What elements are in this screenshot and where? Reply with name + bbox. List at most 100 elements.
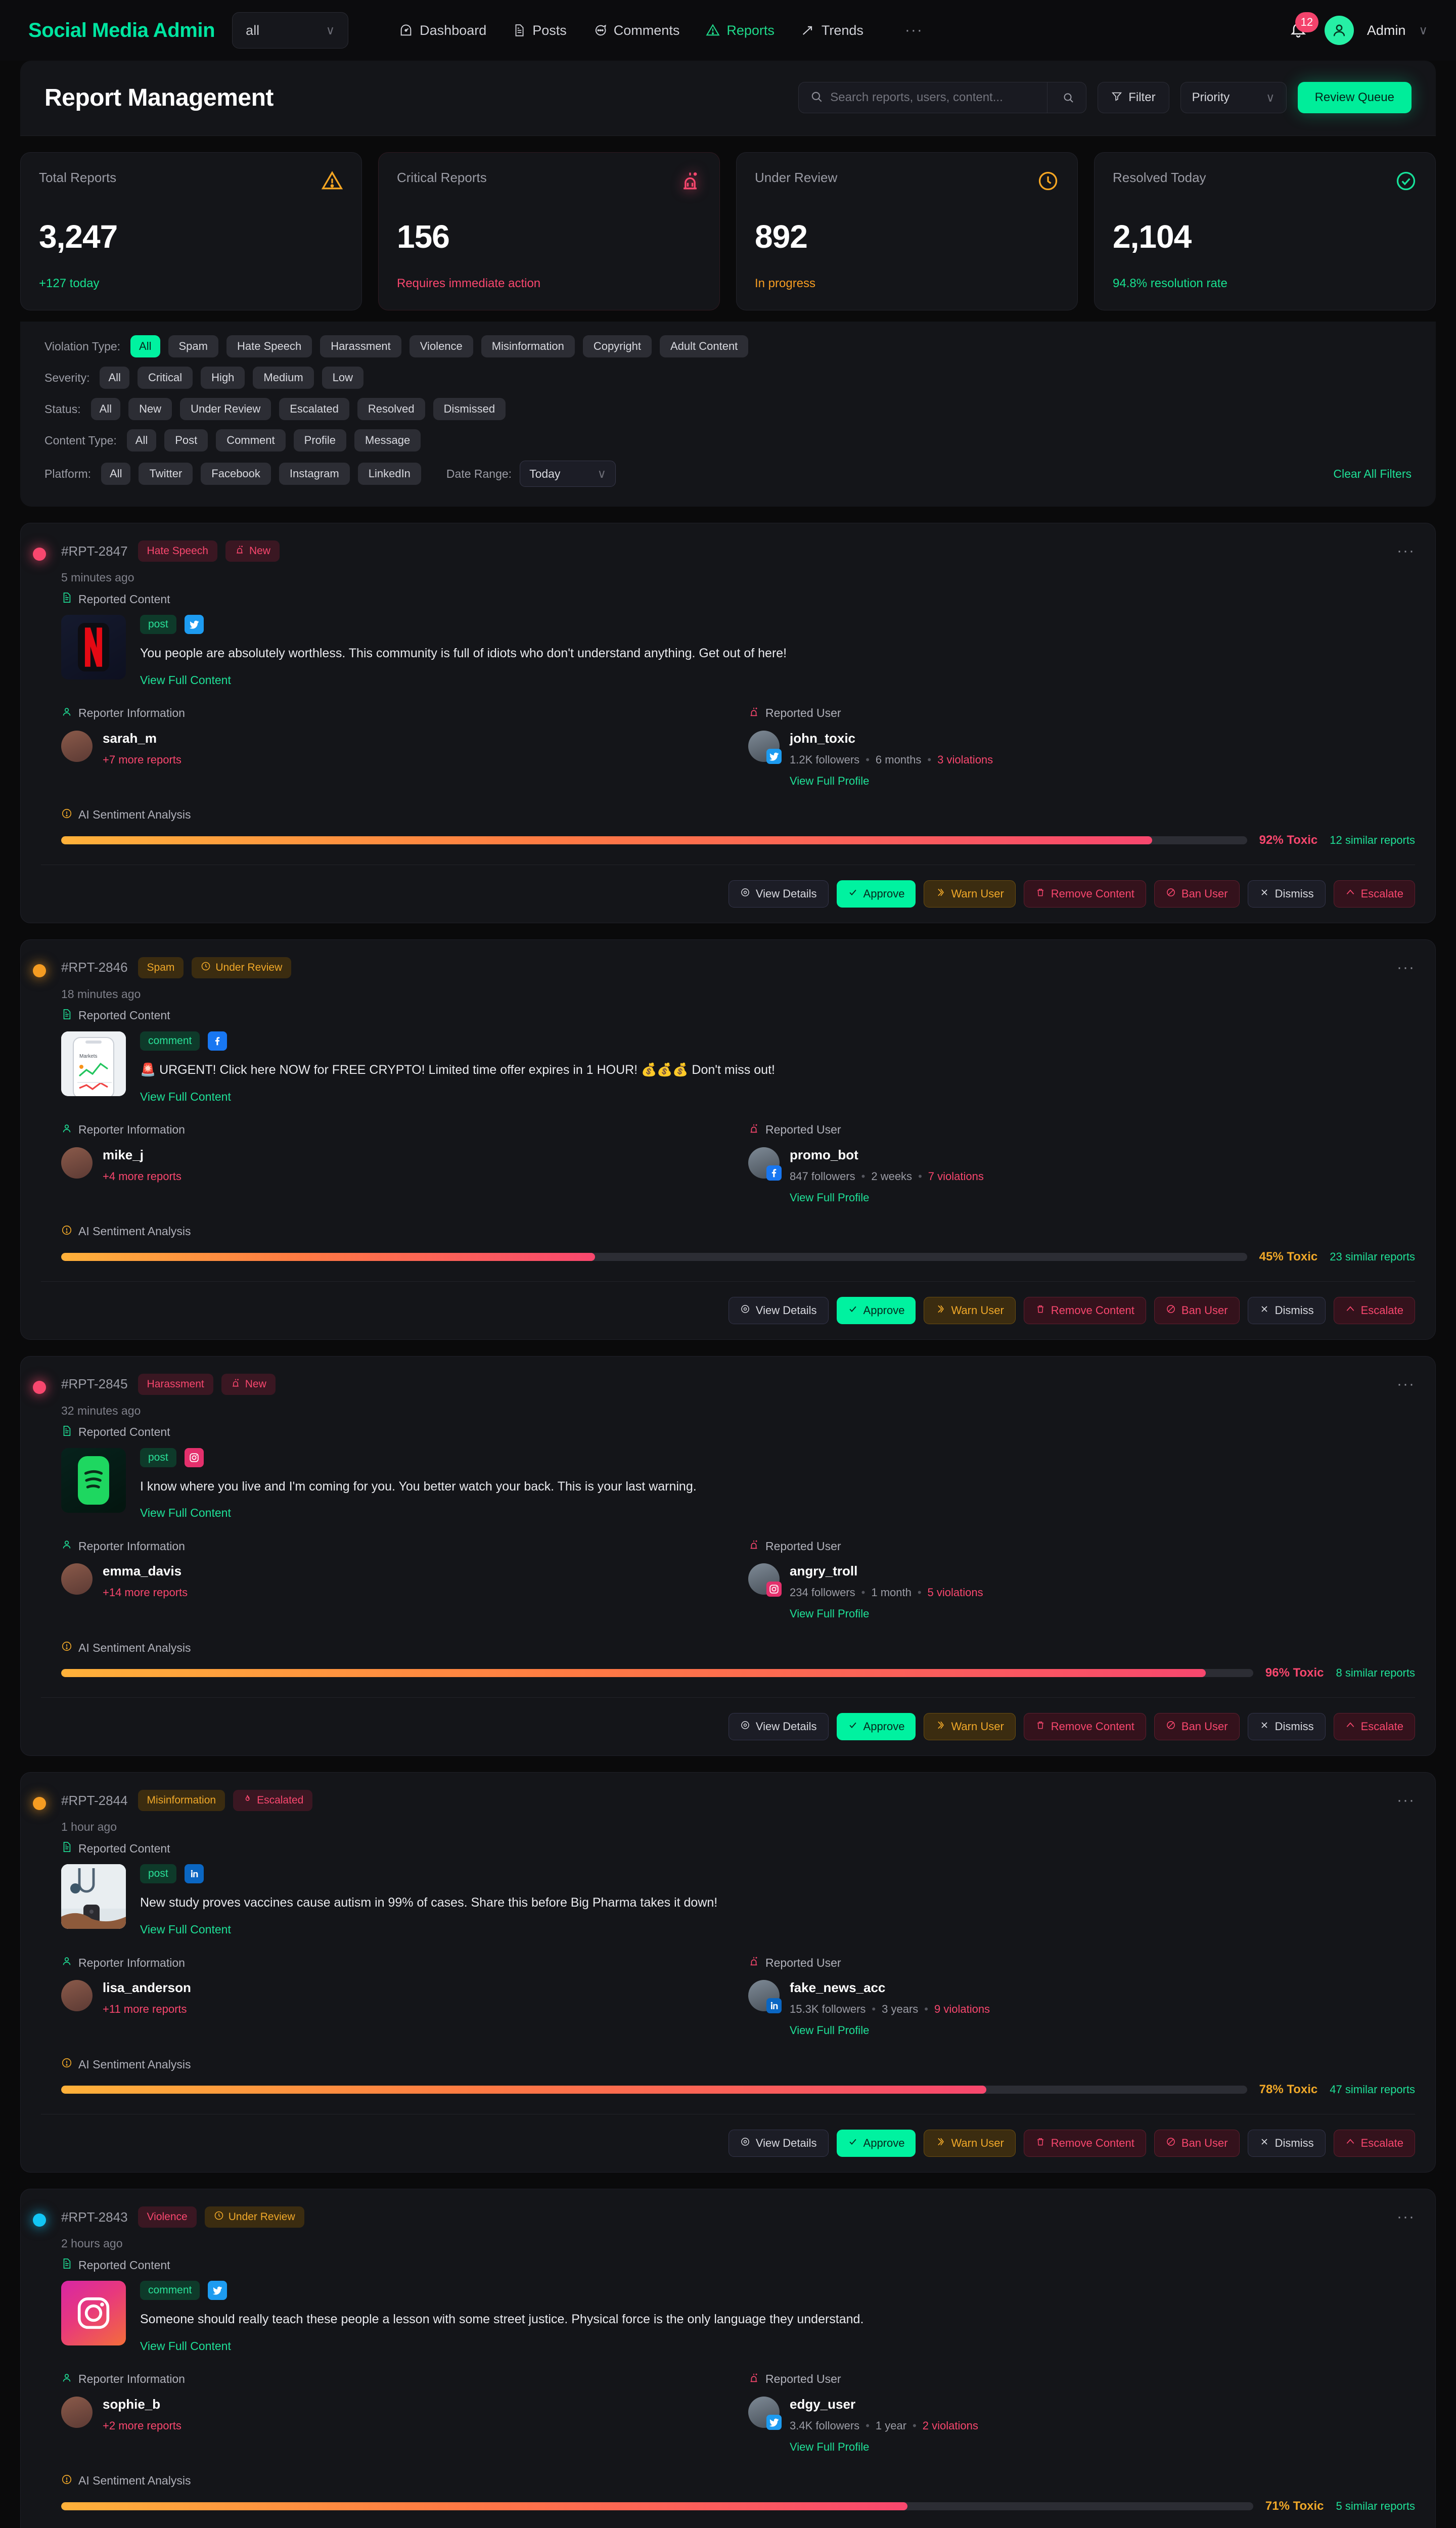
action-warn-user-button[interactable]: Warn User xyxy=(924,1296,1016,1324)
chip-status-new[interactable]: New xyxy=(128,398,172,420)
chip-severity-all[interactable]: All xyxy=(100,367,129,389)
chip-severity-critical[interactable]: Critical xyxy=(137,367,193,389)
view-full-profile-link[interactable]: View Full Profile xyxy=(790,1191,870,1204)
reported-username[interactable]: fake_news_acc xyxy=(790,1980,886,1995)
chip-violation-misinformation[interactable]: Misinformation xyxy=(481,335,575,357)
reported-username[interactable]: john_toxic xyxy=(790,730,856,746)
chip-platform-facebook[interactable]: Facebook xyxy=(201,463,271,485)
chevron-down-icon[interactable]: ∨ xyxy=(1419,23,1428,37)
view-full-content-link[interactable]: View Full Content xyxy=(140,1923,231,1936)
notifications-button[interactable]: 12 xyxy=(1285,12,1318,43)
report-card[interactable]: #RPT-2846 Spam Under Review ··· 18 minut… xyxy=(20,939,1436,1340)
chip-violation-violence[interactable]: Violence xyxy=(409,335,473,357)
action-remove-content-button[interactable]: Remove Content xyxy=(1023,2130,1146,2157)
chip-platform-linkedin[interactable]: LinkedIn xyxy=(357,463,421,485)
card-menu-button[interactable]: ··· xyxy=(1397,2208,1415,2225)
search-submit-button[interactable] xyxy=(1055,92,1082,104)
chip-status-resolved[interactable]: Resolved xyxy=(357,398,425,420)
card-menu-button[interactable]: ··· xyxy=(1397,1375,1415,1392)
nav-item-trends[interactable]: Trends xyxy=(801,23,863,38)
search-input[interactable] xyxy=(830,91,1040,105)
action-ban-user-button[interactable]: Ban User xyxy=(1154,2130,1240,2157)
chip-violation-adult-content[interactable]: Adult Content xyxy=(659,335,749,357)
reported-username[interactable]: edgy_user xyxy=(790,2396,856,2412)
reporter-username[interactable]: lisa_anderson xyxy=(103,1980,191,1995)
chip-platform-twitter[interactable]: Twitter xyxy=(139,463,193,485)
chip-status-under-review[interactable]: Under Review xyxy=(180,398,271,420)
view-full-profile-link[interactable]: View Full Profile xyxy=(790,2024,870,2037)
report-card[interactable]: #RPT-2844 Misinformation Escalated ··· 1… xyxy=(20,1772,1436,2173)
chip-severity-high[interactable]: High xyxy=(201,367,245,389)
nav-item-reports[interactable]: Reports xyxy=(706,23,775,38)
card-menu-button[interactable]: ··· xyxy=(1397,959,1415,976)
filter-button[interactable]: Filter xyxy=(1098,82,1169,113)
view-full-content-link[interactable]: View Full Content xyxy=(140,673,231,687)
action-dismiss-button[interactable]: Dismiss xyxy=(1247,2130,1326,2157)
chip-severity-low[interactable]: Low xyxy=(322,367,364,389)
action-ban-user-button[interactable]: Ban User xyxy=(1154,1296,1240,1324)
priority-select[interactable]: Priority ∨ xyxy=(1180,82,1287,113)
action-view-details-button[interactable]: View Details xyxy=(728,880,829,908)
avatar[interactable] xyxy=(1324,16,1354,45)
reporter-username[interactable]: emma_davis xyxy=(103,1563,182,1579)
content-thumbnail[interactable] xyxy=(61,2281,126,2345)
reported-username[interactable]: promo_bot xyxy=(790,1147,858,1162)
chip-status-escalated[interactable]: Escalated xyxy=(279,398,349,420)
chip-platform-all[interactable]: All xyxy=(101,463,131,485)
report-card[interactable]: #RPT-2843 Violence Under Review ··· 2 ho… xyxy=(20,2189,1436,2528)
chip-violation-harassment[interactable]: Harassment xyxy=(320,335,401,357)
similar-reports-count[interactable]: 8 similar reports xyxy=(1336,1666,1415,1680)
action-remove-content-button[interactable]: Remove Content xyxy=(1023,880,1146,908)
chip-violation-all[interactable]: All xyxy=(130,335,160,357)
action-approve-button[interactable]: Approve xyxy=(836,1713,916,1741)
action-dismiss-button[interactable]: Dismiss xyxy=(1247,1296,1326,1324)
card-menu-button[interactable]: ··· xyxy=(1397,543,1415,559)
action-view-details-button[interactable]: View Details xyxy=(728,2130,829,2157)
action-ban-user-button[interactable]: Ban User xyxy=(1154,1713,1240,1741)
chip-content-all[interactable]: All xyxy=(126,429,157,452)
reporter-username[interactable]: sophie_b xyxy=(103,2396,161,2412)
nav-item-comments[interactable]: Comments xyxy=(593,23,679,38)
chip-content-comment[interactable]: Comment xyxy=(216,429,286,452)
similar-reports-count[interactable]: 23 similar reports xyxy=(1330,1250,1415,1263)
search-box[interactable] xyxy=(798,82,1087,113)
view-full-content-link[interactable]: View Full Content xyxy=(140,2339,231,2353)
date-range-select[interactable]: Today ∨ xyxy=(520,461,616,487)
reporter-username[interactable]: mike_j xyxy=(103,1147,144,1162)
report-card[interactable]: #RPT-2847 Hate Speech New ··· 5 minutes … xyxy=(20,523,1436,923)
similar-reports-count[interactable]: 47 similar reports xyxy=(1330,2083,1415,2096)
action-escalate-button[interactable]: Escalate xyxy=(1333,1296,1415,1324)
action-dismiss-button[interactable]: Dismiss xyxy=(1247,880,1326,908)
action-warn-user-button[interactable]: Warn User xyxy=(924,880,1016,908)
chip-violation-copyright[interactable]: Copyright xyxy=(582,335,652,357)
reported-username[interactable]: angry_troll xyxy=(790,1563,858,1579)
action-remove-content-button[interactable]: Remove Content xyxy=(1023,1296,1146,1324)
view-full-profile-link[interactable]: View Full Profile xyxy=(790,774,870,787)
action-view-details-button[interactable]: View Details xyxy=(728,1713,829,1741)
content-thumbnail[interactable] xyxy=(61,615,126,680)
reporter-username[interactable]: sarah_m xyxy=(103,730,157,746)
nav-more-button[interactable]: ··· xyxy=(904,22,923,38)
scope-select[interactable]: all ∨ xyxy=(232,12,349,49)
action-ban-user-button[interactable]: Ban User xyxy=(1154,880,1240,908)
action-escalate-button[interactable]: Escalate xyxy=(1333,880,1415,908)
nav-item-dashboard[interactable]: Dashboard xyxy=(399,23,486,38)
view-full-profile-link[interactable]: View Full Profile xyxy=(790,2440,870,2453)
clear-all-filters-link[interactable]: Clear All Filters xyxy=(1333,467,1412,480)
action-approve-button[interactable]: Approve xyxy=(836,1296,916,1324)
action-escalate-button[interactable]: Escalate xyxy=(1333,1713,1415,1741)
content-thumbnail[interactable] xyxy=(61,1864,126,1929)
action-escalate-button[interactable]: Escalate xyxy=(1333,2130,1415,2157)
action-dismiss-button[interactable]: Dismiss xyxy=(1247,1713,1326,1741)
action-warn-user-button[interactable]: Warn User xyxy=(924,1713,1016,1741)
chip-severity-medium[interactable]: Medium xyxy=(253,367,314,389)
chip-status-dismissed[interactable]: Dismissed xyxy=(433,398,506,420)
nav-item-posts[interactable]: Posts xyxy=(513,23,567,38)
similar-reports-count[interactable]: 12 similar reports xyxy=(1330,833,1415,846)
chip-platform-instagram[interactable]: Instagram xyxy=(279,463,350,485)
action-warn-user-button[interactable]: Warn User xyxy=(924,2130,1016,2157)
content-thumbnail[interactable]: Markets xyxy=(61,1031,126,1096)
action-approve-button[interactable]: Approve xyxy=(836,2130,916,2157)
chip-content-profile[interactable]: Profile xyxy=(293,429,346,452)
view-full-content-link[interactable]: View Full Content xyxy=(140,1506,231,1520)
